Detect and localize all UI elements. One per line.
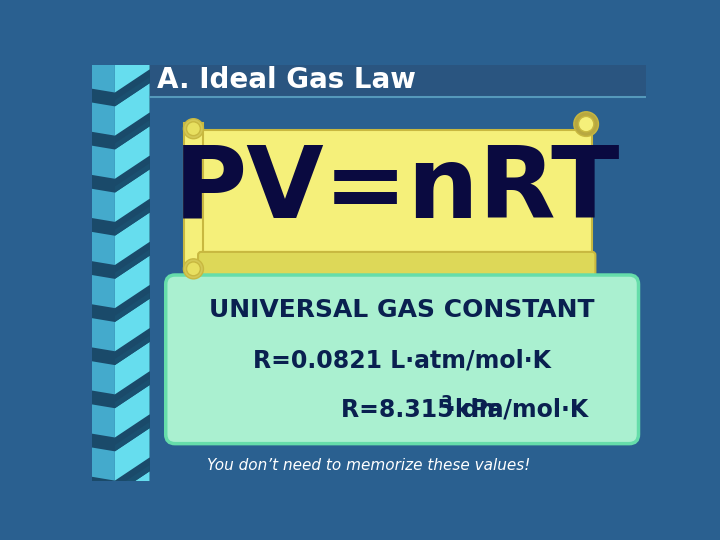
Polygon shape [115,465,150,495]
Polygon shape [115,170,150,222]
Polygon shape [115,120,150,150]
Polygon shape [115,336,150,365]
Polygon shape [115,0,150,6]
Polygon shape [115,40,150,92]
Polygon shape [115,206,150,236]
Polygon shape [92,404,115,437]
Circle shape [578,117,594,132]
Polygon shape [92,16,115,49]
Polygon shape [115,293,150,322]
Text: PV=nRT: PV=nRT [174,141,620,239]
Polygon shape [115,342,150,394]
FancyBboxPatch shape [184,123,203,269]
FancyBboxPatch shape [198,252,595,278]
Text: You don’t need to memorize these values!: You don’t need to memorize these values! [207,458,531,472]
Polygon shape [115,0,150,20]
Circle shape [184,119,204,139]
Polygon shape [92,189,115,222]
Text: R=0.0821 L·atm/mol·K: R=0.0821 L·atm/mol·K [253,349,551,373]
Text: A. Ideal Gas Law: A. Ideal Gas Law [157,66,416,94]
Polygon shape [115,83,150,136]
Text: R=8.315 dm: R=8.315 dm [341,398,503,422]
Polygon shape [92,59,115,92]
Polygon shape [115,34,150,63]
Text: UNIVERSAL GAS CONSTANT: UNIVERSAL GAS CONSTANT [210,298,595,322]
Polygon shape [92,448,115,481]
Polygon shape [115,256,150,308]
Polygon shape [115,0,150,49]
Circle shape [184,259,204,279]
Polygon shape [115,299,150,351]
Circle shape [186,122,200,136]
Polygon shape [115,379,150,408]
Polygon shape [115,515,150,540]
Polygon shape [115,508,150,538]
Polygon shape [115,471,150,524]
Polygon shape [92,361,115,394]
Polygon shape [115,428,150,481]
Polygon shape [115,213,150,265]
Polygon shape [115,164,150,193]
Polygon shape [92,318,115,351]
Text: 3: 3 [441,394,452,412]
Polygon shape [115,422,150,451]
Circle shape [574,112,598,137]
Polygon shape [115,77,150,106]
Circle shape [186,262,200,276]
Polygon shape [92,232,115,265]
Polygon shape [92,275,115,308]
Polygon shape [92,491,115,524]
FancyBboxPatch shape [150,65,647,96]
FancyBboxPatch shape [201,130,593,257]
Polygon shape [92,103,115,136]
Polygon shape [115,385,150,437]
FancyBboxPatch shape [92,65,150,481]
Polygon shape [115,126,150,179]
Polygon shape [92,534,115,540]
FancyBboxPatch shape [166,275,639,444]
Polygon shape [115,249,150,279]
Polygon shape [92,146,115,179]
Text: ·kPa/mol·K: ·kPa/mol·K [447,398,589,422]
Polygon shape [92,0,115,6]
